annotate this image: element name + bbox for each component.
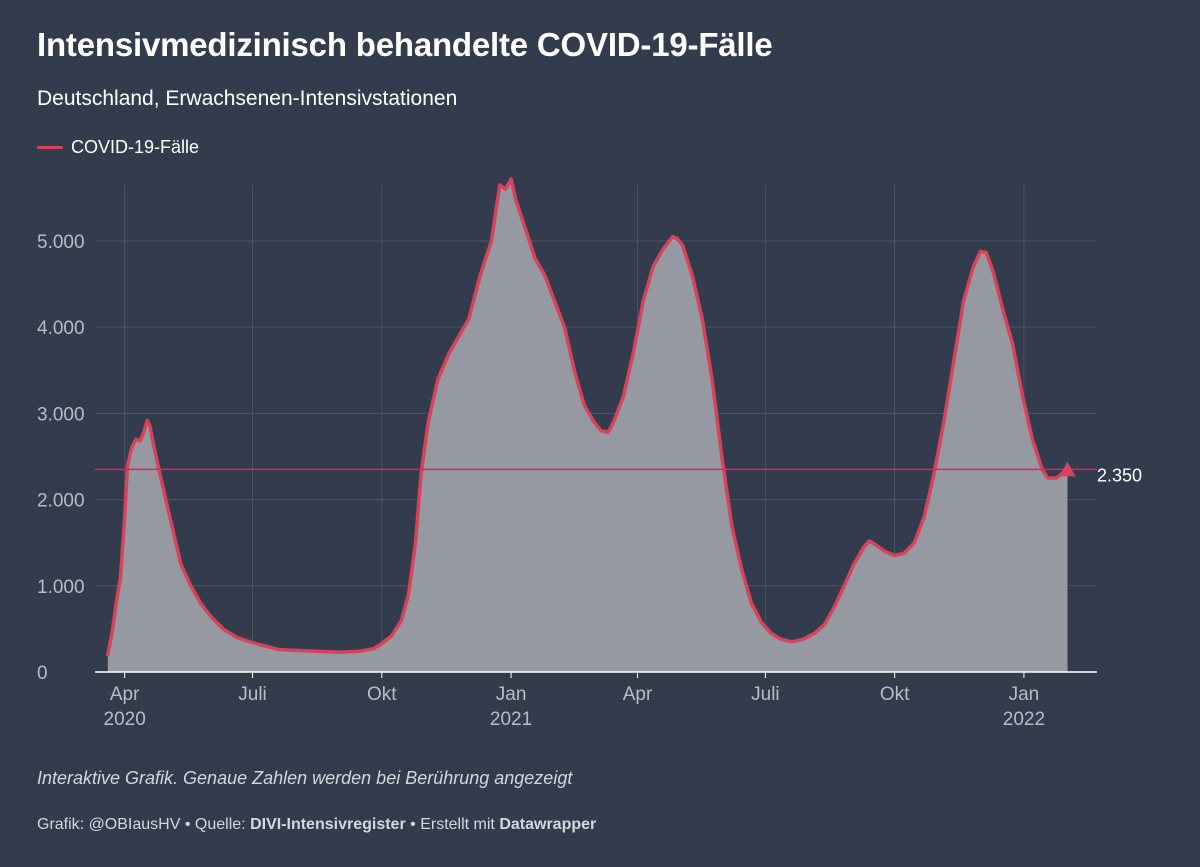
chart-legend: COVID-19-Fälle [37, 137, 199, 158]
chart-subtitle: Deutschland, Erwachsenen-Intensivstation… [37, 87, 458, 110]
made-with-label: Erstellt mit [420, 816, 495, 833]
reference-line-label: 2.350 [1097, 465, 1142, 485]
y-tick-label: 5.000 [37, 232, 85, 253]
x-tick-label: Jan [1009, 684, 1040, 705]
separator: • [184, 816, 191, 833]
x-tick-sublabel: 2020 [104, 709, 146, 730]
chart-title: Intensivmedizinisch behandelte COVID-19-… [37, 26, 773, 63]
x-tick-label: Juli [751, 684, 780, 705]
series-line [106, 177, 1070, 657]
y-tick-label: 4.000 [37, 318, 85, 339]
y-tick-label: 0 [37, 663, 48, 684]
x-tick-label: Apr [110, 684, 140, 705]
x-tick-label: Okt [880, 684, 910, 705]
x-tick-label: Jan [496, 684, 527, 705]
source-link[interactable]: DIVI-Intensivregister [250, 816, 406, 833]
legend-swatch [37, 146, 63, 149]
x-tick-sublabel: 2021 [490, 709, 532, 730]
datawrapper-link[interactable]: Datawrapper [499, 816, 597, 833]
last-value-marker [1059, 461, 1076, 477]
series-area [107, 178, 1068, 672]
y-tick-label: 2.000 [37, 491, 85, 512]
y-tick-label: 1.000 [37, 577, 85, 598]
source-label: Quelle: [194, 816, 246, 833]
x-tick-sublabel: 2022 [1003, 709, 1045, 730]
interaction-note: Interaktive Grafik. Genaue Zahlen werden… [37, 768, 573, 788]
x-tick-label: Okt [367, 684, 397, 705]
x-tick-label: Apr [623, 684, 653, 705]
legend-label: COVID-19-Fälle [71, 137, 200, 157]
credit-text: Grafik: @OBIausHV [37, 816, 181, 833]
separator: • [410, 816, 416, 833]
y-tick-label: 3.000 [37, 404, 85, 425]
byline: Grafik: @OBIausHV • Quelle: DIVI-Intensi… [37, 816, 596, 834]
x-tick-label: Juli [238, 684, 267, 705]
area-chart[interactable]: 0 1.000 2.000 3.000 4.000 5.000 2.350 Apr 2020 Ju… [0, 0, 1200, 760]
